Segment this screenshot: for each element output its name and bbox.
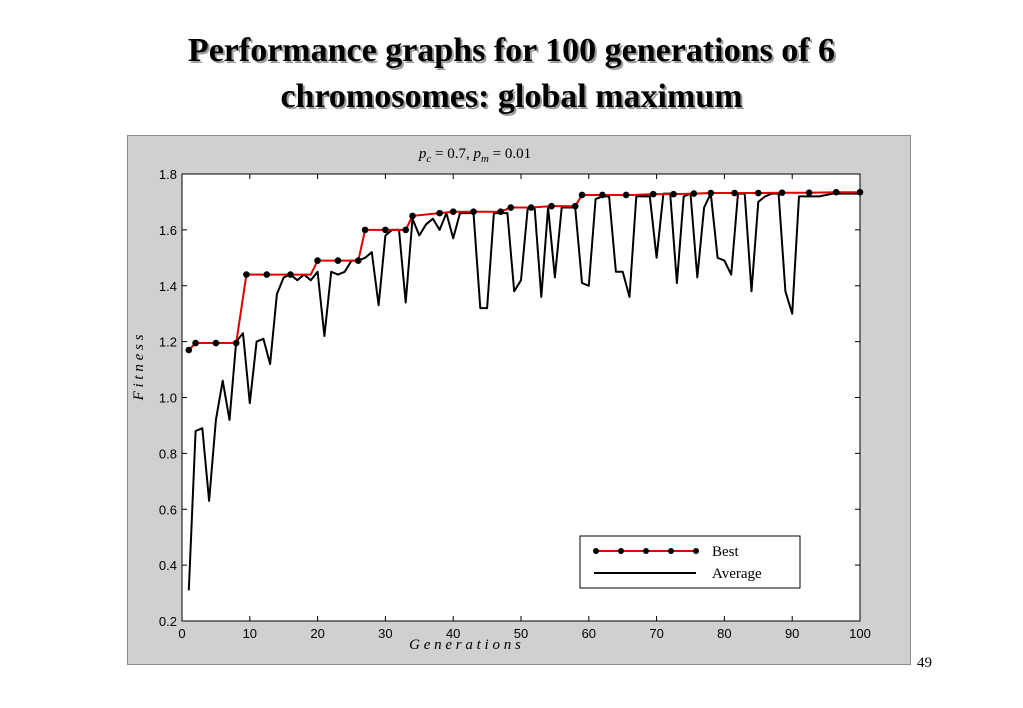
best-marker (497, 208, 504, 216)
page-number: 49 (917, 655, 932, 671)
best-marker (243, 271, 250, 278)
x-tick-label: 40 (446, 626, 460, 641)
pm-value: = 0.01 (489, 146, 531, 162)
y-tick-label: 1.4 (159, 279, 177, 294)
series-line-average (187, 192, 860, 591)
best-marker (578, 191, 586, 199)
y-tick-label: 1.2 (159, 335, 177, 350)
legend: Best Average (579, 535, 801, 589)
y-tick-label: 1.8 (159, 167, 177, 182)
slide-title: Performance graphs for 100 generations o… (0, 28, 1023, 120)
best-marker (670, 190, 677, 198)
best-marker (690, 190, 698, 197)
best-marker (354, 257, 362, 264)
legend-best-marker (593, 548, 599, 554)
series-group (185, 188, 864, 591)
best-marker (449, 208, 457, 216)
best-marker (470, 208, 477, 216)
best-marker (334, 257, 342, 264)
legend-best-marker (668, 548, 674, 554)
best-marker (232, 339, 240, 347)
best-marker (263, 271, 271, 278)
y-tick-label: 1.0 (159, 391, 177, 406)
y-tick-label: 0.2 (159, 614, 177, 629)
best-marker (409, 212, 416, 220)
best-marker (805, 189, 813, 197)
x-tick-label: 50 (514, 626, 528, 641)
best-marker (731, 189, 738, 197)
x-tick-label: 10 (243, 626, 257, 641)
axis-ticks (181, 173, 861, 622)
legend-best-markers (593, 548, 699, 554)
y-tick-label: 0.4 (159, 558, 177, 573)
x-tick-label: 0 (178, 626, 185, 641)
legend-best-marker (618, 548, 624, 554)
slide-title-line-1: Performance graphs for 100 generations o… (187, 32, 836, 69)
pc-value: = 0.7, (431, 146, 473, 162)
figure-frame: 0 10 20 30 40 50 60 70 80 90 100 0.2 0.4 0.6 0.8 1.0 1.… (127, 135, 911, 665)
y-tick-label: 0.8 (159, 446, 177, 461)
best-marker (507, 204, 515, 211)
best-marker (707, 189, 715, 197)
best-marker (755, 189, 762, 197)
best-marker (185, 346, 193, 354)
y-tick-label: 0.6 (159, 502, 177, 517)
y-axis-label: F i t n e s s (131, 334, 147, 401)
best-marker (571, 202, 579, 210)
legend-best-marker (643, 548, 649, 554)
x-tick-label: 70 (649, 626, 663, 641)
best-marker (192, 339, 199, 347)
x-tick-label: 80 (717, 626, 731, 641)
x-tick-label: 20 (310, 626, 324, 641)
best-marker (527, 204, 535, 211)
best-marker (778, 189, 786, 197)
y-tick-label: 1.6 (159, 223, 177, 238)
best-marker (212, 339, 220, 347)
best-marker (314, 257, 321, 264)
best-marker (361, 226, 369, 234)
best-marker (436, 209, 443, 217)
chart-title: pc = 0.7, pm = 0.01 (418, 146, 531, 165)
best-marker (382, 226, 389, 234)
legend-box (579, 535, 801, 589)
pm-subscript: m (481, 153, 489, 165)
best-marker (856, 188, 864, 196)
x-tick-labels: 0 10 20 30 40 50 60 70 80 90 100 (178, 626, 870, 641)
x-tick-label: 100 (849, 626, 871, 641)
x-axis-label: G e n e r a t i o n s (409, 637, 521, 653)
pc-subscript: c (426, 153, 431, 165)
best-marker (548, 202, 555, 210)
x-tick-label: 60 (582, 626, 596, 641)
best-marker (402, 226, 410, 234)
best-marker (649, 190, 657, 198)
best-marker (287, 271, 294, 278)
best-marker (599, 191, 606, 199)
best-marker (832, 188, 840, 196)
legend-average-label: Average (712, 566, 762, 582)
legend-best-label: Best (712, 544, 740, 560)
slide-title-line-2: chromosomes: global maximum (280, 78, 743, 115)
y-tick-labels: 0.2 0.4 0.6 0.8 1.0 1.2 1.4 1.6 1.8 (159, 167, 177, 629)
fitness-chart: 0 10 20 30 40 50 60 70 80 90 100 0.2 0.4 0.6 0.8 1.0 1.… (131, 146, 871, 653)
pc-symbol: p (418, 146, 427, 162)
x-tick-label: 30 (378, 626, 392, 641)
x-tick-label: 90 (785, 626, 799, 641)
legend-best-marker (693, 548, 699, 554)
pm-symbol: p (472, 146, 481, 162)
best-marker (622, 191, 630, 199)
